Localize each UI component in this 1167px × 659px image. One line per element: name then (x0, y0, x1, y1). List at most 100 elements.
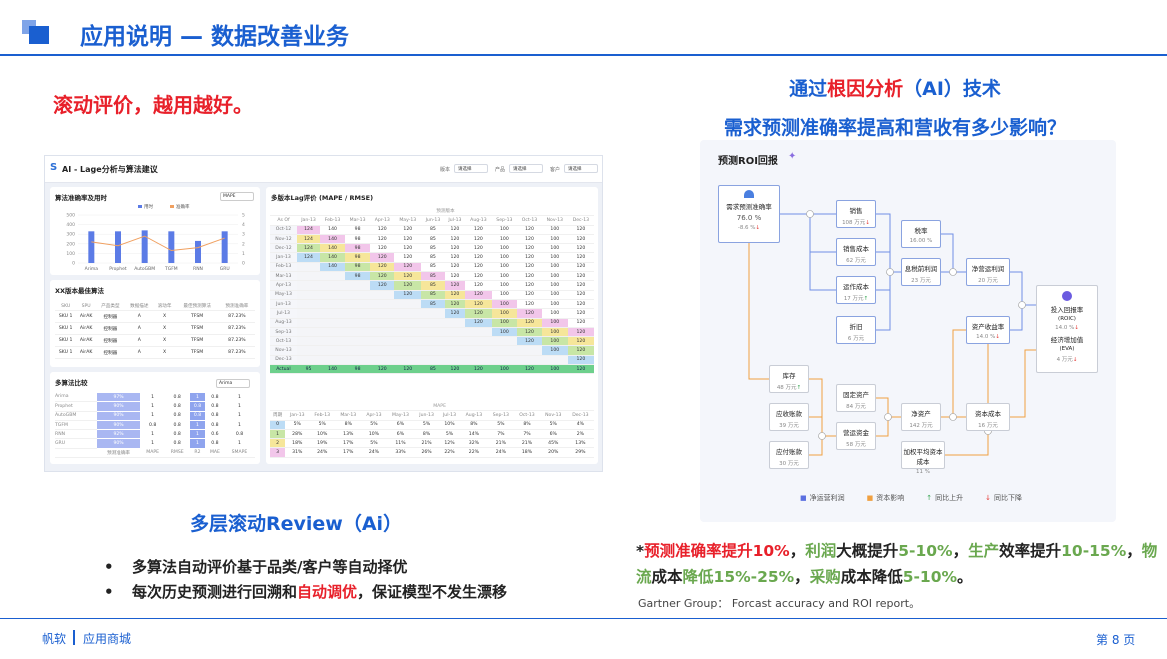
roi-node[interactable]: 经济增加值 (EVA) 4 万元↓ (1036, 330, 1098, 370)
cell: 85 (421, 271, 445, 282)
conclusion-segment: 降低15%-25% (682, 568, 795, 586)
cell: 100 (541, 252, 568, 263)
roi-node[interactable]: 库存 48 万元↑ (769, 365, 809, 393)
column-header: Sep-13 (487, 410, 515, 421)
selector[interactable]: MAPE (220, 192, 254, 201)
panel-title: 多算法比较 (55, 379, 88, 387)
legend-item: ↓ 同比下降 (985, 494, 1022, 502)
cell: 98 (344, 364, 371, 375)
cell: 120 (465, 299, 492, 310)
cell (541, 355, 568, 366)
cell: 124 (296, 225, 321, 235)
cell: 120 (517, 318, 542, 328)
node-label: 固定资产 (843, 391, 869, 399)
value-text: 48 万元 (776, 385, 797, 391)
conclusion-segment: ， (952, 542, 969, 560)
cell: 120 (394, 243, 422, 254)
roi-node[interactable]: 加权平均资本成本 11 % (901, 441, 945, 475)
x-tick-label: AutoGBM (134, 266, 155, 272)
cell: 120 (444, 252, 466, 263)
cell: 140 (320, 252, 345, 263)
cell: AirAK (76, 334, 96, 348)
cell: 1 (139, 410, 166, 421)
column-header: Jun-13 (421, 215, 445, 226)
y-tick-label: 300 (66, 232, 75, 238)
cell: 1 (139, 438, 166, 449)
column-header: RMSE (164, 448, 190, 459)
node-label: 加权平均资本成本 (903, 448, 943, 466)
roi-node[interactable]: 净资产 142 万元 (901, 403, 941, 431)
roi-node[interactable]: 营运资金 58 万元 (836, 422, 876, 450)
cell: 100 (491, 234, 518, 245)
cell: 45% (539, 438, 567, 449)
roi-node[interactable]: 净营运利润 20 万元 (966, 258, 1010, 286)
cell: 120 (465, 262, 492, 273)
column-header: 预测准确率 (96, 448, 141, 459)
roi-node[interactable]: 折旧 6 万元 (836, 316, 876, 344)
corner-label: As Of (270, 215, 297, 226)
x-tick-label: TGFM (164, 266, 178, 272)
cell: 100 (491, 262, 518, 273)
roi-node[interactable]: 投入回报率 (ROIC) 14.0 %↓ (1036, 287, 1098, 331)
roi-node[interactable]: 需求预测准确率 76.0 % -8.6 %↓ (718, 185, 780, 243)
cell: 100 (491, 318, 518, 328)
roi-node[interactable]: 应收账款 39 万元 (769, 403, 809, 431)
cell: 98 (344, 252, 371, 263)
cell: 120 (465, 252, 492, 263)
cell: 120 (394, 262, 422, 273)
node-label: 经济增加值 (1050, 336, 1084, 344)
roi-node[interactable]: 税率 16.00 % (901, 220, 941, 248)
cell (370, 318, 395, 328)
node-value: 108 万元↓ (837, 218, 875, 226)
roi-node[interactable]: 运作成本 17 万元↑ (836, 276, 876, 304)
cell: 120 (567, 364, 594, 375)
conclusion-segment: 效率提升 (999, 542, 1062, 560)
cell (444, 318, 466, 328)
roi-title: 预测ROI回报 (718, 156, 778, 167)
filter-label: 客户 (550, 167, 561, 173)
dash-icon: S (50, 162, 58, 173)
roi-node[interactable]: 息税前利润 23 万元 (901, 258, 941, 286)
cell: 120 (517, 336, 542, 347)
roi-node[interactable]: 资产收益率 14.0 %↓ (966, 316, 1010, 344)
roi-node[interactable]: 应付账款 30 万元 (769, 441, 809, 469)
roi-node[interactable]: 资本成本 16 万元 (966, 403, 1010, 431)
footer-rule (0, 618, 1167, 619)
cell: 0.8 (164, 391, 191, 403)
column-header: Oct-13 (514, 410, 540, 421)
cell: TFSM (175, 322, 219, 336)
filter-select[interactable]: 请选择 (454, 164, 488, 173)
cell: 120 (394, 280, 422, 291)
cell (394, 355, 422, 366)
cell: 控制器 (95, 310, 125, 324)
cell: 120 (567, 280, 594, 291)
cell (491, 355, 518, 366)
node-label: 税率 (914, 227, 928, 235)
node-label: 资本成本 (975, 410, 1001, 418)
roi-node[interactable]: 销售成本 62 万元 (836, 238, 876, 266)
cell: 120 (394, 225, 422, 235)
legend-label: 用时 (144, 203, 153, 210)
filter-select[interactable]: 请选择 (564, 164, 598, 173)
conclusion-segment: ， (1126, 542, 1142, 560)
value-text: 14.0 % (976, 334, 996, 340)
cell: 92% (96, 429, 141, 440)
lag-panel: 多版本Lag评价 (MAPE / RMSE) 预测版本 As Of Jan-13 Feb… (266, 187, 598, 464)
y-tick-label: 0 (72, 261, 75, 267)
cell (465, 327, 492, 338)
cell (320, 327, 345, 338)
node-value: 30 万元 (770, 459, 808, 467)
value-text: 108 万元 (842, 220, 866, 226)
bullet: • 每次历史预测进行回溯和自动调优，保证模型不发生漂移 (104, 580, 507, 605)
cell: 100 (491, 280, 518, 291)
selector[interactable]: Arima (216, 379, 250, 388)
cell: 100 (491, 308, 518, 319)
cell: 5% (285, 420, 310, 430)
filter-select[interactable]: 请选择 (509, 164, 543, 173)
row-label: Jul-13 (270, 308, 297, 319)
row-label: Dec-12 (270, 243, 297, 254)
table-row: AutoGBM 90% 1 0.8 0.8 0.8 1 (55, 410, 255, 421)
roi-node[interactable]: 固定资产 84 万元 (836, 384, 876, 412)
conclusion-segment: 。 (957, 568, 973, 586)
roi-node[interactable]: 销售 108 万元↓ (836, 200, 876, 228)
